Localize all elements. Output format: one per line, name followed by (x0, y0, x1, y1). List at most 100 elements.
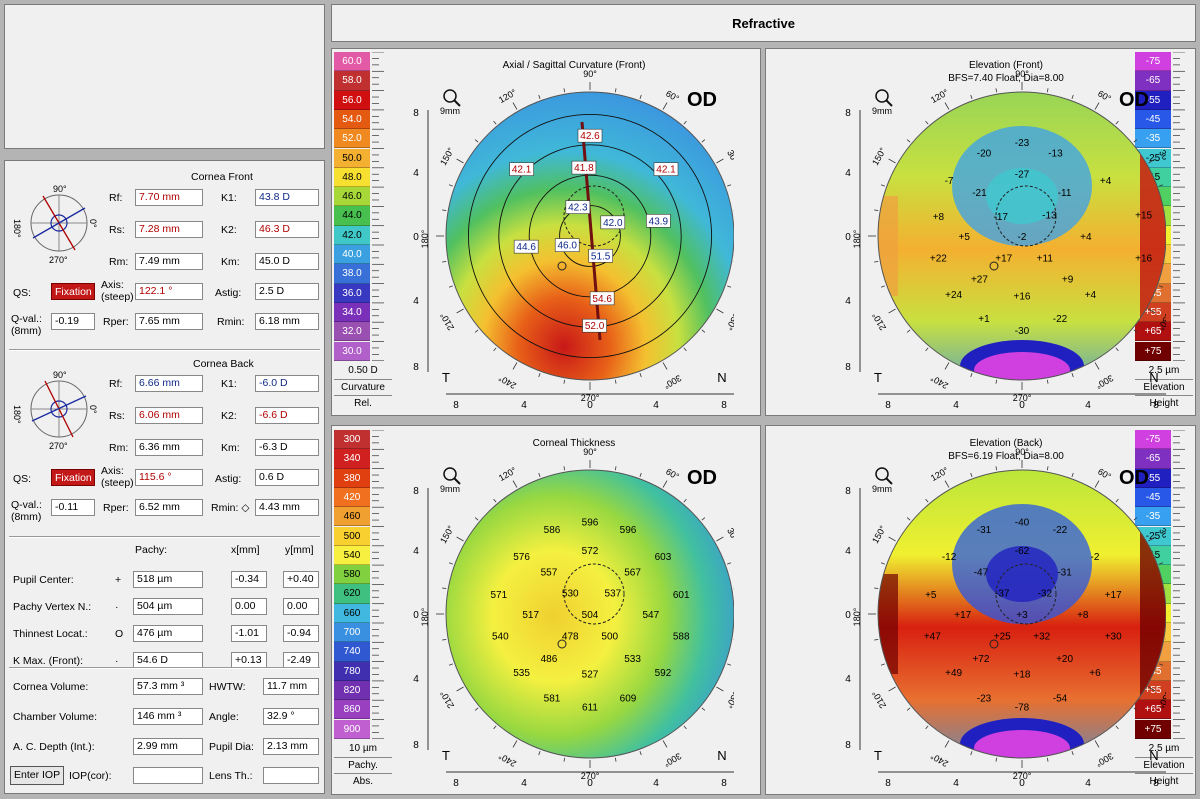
eye-label: OD (1119, 467, 1149, 489)
zoom-icon[interactable] (443, 467, 461, 485)
scale-cell: 44.0 (334, 206, 370, 226)
temporal-label: T (442, 748, 450, 763)
nasal-label: N (717, 748, 726, 763)
back-rm-label: Rm: (109, 442, 129, 454)
zoom-icon[interactable] (443, 89, 461, 107)
cornea-back-axis-dial: 90° 270° 180° 0° (13, 370, 98, 451)
angle-label: 90° (1015, 69, 1029, 79)
angle-label: 60° (664, 88, 681, 104)
map-value: -62 (1015, 546, 1030, 557)
scale-step: 10 µm (334, 740, 392, 757)
scale-cell: 700 (334, 623, 370, 643)
map-title: Elevation (Back) (970, 438, 1043, 449)
map-value: -31 (977, 525, 992, 536)
x-tick-label: 4 (953, 778, 959, 789)
rmin-label: Rmin: (217, 316, 245, 328)
angle-label: 270° (581, 771, 600, 781)
angle-label: 150° (438, 524, 456, 545)
map-value: -20 (977, 148, 992, 159)
angle-label: 240° (929, 751, 950, 769)
zoom-label: 9mm (440, 106, 460, 116)
scale-cell: 740 (334, 642, 370, 662)
map-value: 535 (513, 668, 530, 679)
scale-cell: 56.0 (334, 90, 370, 110)
map-value: -7 (945, 176, 954, 187)
zoom-icon[interactable] (875, 467, 893, 485)
map-axial[interactable]: Axial / Sagittal Curvature (Front) OD 9mm T… (394, 50, 734, 412)
map-elev-front[interactable]: Elevation (Front) BFS=7.40 Float, Dia=8.0… (826, 50, 1166, 412)
map-value: -37 (995, 589, 1010, 600)
back-rmin-label: Rmin: ◇ (211, 502, 250, 514)
dial-bottom: 270° (49, 441, 68, 451)
pachy-row-symbol: + (115, 574, 122, 586)
y-tick-label: 0 (845, 232, 851, 243)
y-tick-label: 8 (845, 486, 851, 497)
pachy-row-y: -2.49 (283, 652, 319, 669)
map-value: +6 (1089, 668, 1101, 679)
map-elev-back[interactable]: Elevation (Back) BFS=6.19 Float, Dia=8.00… (826, 428, 1166, 790)
ac-depth-value: 2.99 mm (133, 738, 203, 755)
scale-mode: Rel. (334, 394, 392, 411)
dial-bottom: 270° (49, 255, 68, 265)
back-rper-value: 6.52 mm (135, 499, 203, 516)
separator (9, 349, 320, 351)
angle-label: 120° (497, 465, 518, 483)
qs-fixation-badge[interactable]: Fixation (51, 283, 95, 300)
lens-th-input[interactable] (263, 767, 319, 784)
scale-step: 2.5 µm (1135, 362, 1193, 379)
temporal-label: T (442, 370, 450, 385)
scale-cell: 420 (334, 487, 370, 508)
k1-label: K1: (221, 192, 237, 204)
x-tick-label: 8 (453, 400, 459, 411)
y-tick-label: 8 (413, 740, 419, 751)
back-qs-fixation-badge[interactable]: Fixation (51, 469, 95, 486)
map-value: 44.6 (516, 242, 536, 253)
x-tick-label: 4 (953, 400, 959, 411)
map-value: +16 (1014, 291, 1031, 302)
map-value: 586 (544, 525, 561, 536)
map-value: +8 (933, 212, 945, 223)
map-value: -31 (1057, 567, 1072, 578)
enter-iop-button[interactable]: Enter IOP (10, 766, 65, 785)
value-label-box (577, 128, 603, 143)
page-title: Refractive (732, 16, 795, 31)
x-tick-label: 0 (1019, 400, 1025, 411)
eye-label: OD (687, 89, 717, 111)
back-k1-value: -6.0 D (255, 375, 319, 392)
iop-input[interactable] (133, 767, 203, 784)
map-value: 54.6 (592, 294, 612, 305)
map-value: 581 (544, 694, 561, 705)
map-pachy[interactable]: Corneal Thickness OD 9mm T N 8 4 0 4 8 8 4 0 4 8 90° 120… (394, 428, 734, 790)
x-tick-label: 4 (653, 400, 659, 411)
map-value: -23 (977, 694, 992, 705)
angle-label: 210° (870, 689, 888, 710)
map-value: +24 (945, 290, 962, 301)
map-value: -30 (1015, 326, 1030, 337)
angle-label: 270° (581, 393, 600, 403)
angle-label: 330° (724, 689, 734, 710)
map-value: 572 (582, 546, 599, 557)
map-value: +4 (1085, 290, 1097, 301)
back-astig-value: 0.6 D (255, 469, 319, 486)
map-value: 42.1 (512, 165, 532, 176)
map-value: 42.1 (656, 165, 676, 176)
header-bar: Refractive (331, 4, 1196, 42)
scale-type: Curvature (334, 378, 392, 395)
zoom-label: 9mm (872, 484, 892, 494)
k2-label: K2: (221, 224, 237, 236)
pachy-row-x: -0.34 (231, 571, 267, 588)
scale-mode: Abs. (334, 772, 392, 789)
angle-label: 210° (438, 311, 456, 332)
back-rs-label: Rs: (109, 410, 125, 422)
map-value: 52.0 (585, 321, 605, 332)
scale-ticks (372, 52, 384, 361)
map-value: 517 (522, 610, 539, 621)
nasal-label: N (717, 370, 726, 385)
back-rper-label: Rper: (103, 502, 129, 514)
angle-label: 30° (1157, 526, 1166, 543)
zoom-icon[interactable] (875, 89, 893, 107)
back-rmin-value: 4.43 mm (255, 499, 319, 516)
value-label-box (582, 318, 607, 333)
scale-cell: +65 (1135, 700, 1171, 720)
y-tick-label: 8 (845, 108, 851, 119)
